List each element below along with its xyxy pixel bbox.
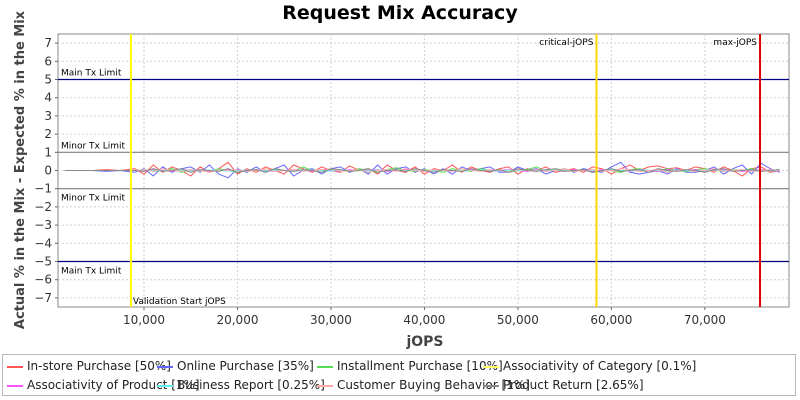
y-tick-label: 7 [44, 36, 52, 50]
x-axis-label: jOPS [405, 334, 443, 350]
legend-label: Product Return [2.65%] [503, 378, 644, 392]
legend-swatch [7, 366, 23, 368]
x-tick-label: 20,000 [216, 313, 258, 327]
axis-layer: 7 6 5 4 3 2 1 0 −1 −2 −3 −4 −5 −6 −7 10,000 20,000 30,000… [34, 36, 726, 327]
y-tick-label: −5 [34, 255, 52, 269]
legend-swatch [483, 385, 499, 387]
y-tick-label: −3 [34, 218, 52, 232]
reference-line-label: Main Tx Limit [61, 267, 122, 277]
y-tick-label: 5 [44, 73, 52, 87]
series-layer [64, 161, 780, 179]
legend-label: Installment Purchase [10%] [337, 359, 503, 373]
reference-line-label: Minor Tx Limit [61, 141, 126, 151]
vertical-marker-label: critical-jOPS [539, 38, 593, 48]
legend-label: In-store Purchase [50%] [27, 359, 171, 373]
legend-label: Customer Buying Behavior [1%] [337, 378, 530, 392]
y-tick-label: −7 [34, 291, 52, 305]
legend-label: Associativity of Category [0.1%] [503, 359, 697, 373]
legend-row: Associativity of Product [1%] Business Re… [3, 376, 795, 394]
x-tick-label: 50,000 [497, 313, 539, 327]
y-tick-label: 0 [44, 164, 52, 178]
y-tick-label: 2 [44, 127, 52, 141]
x-tick-label: 60,000 [590, 313, 632, 327]
x-tick-label: 30,000 [310, 313, 352, 327]
y-tick-label: −2 [34, 200, 52, 214]
legend-label: Online Purchase [35%] [177, 359, 314, 373]
y-tick-label: 6 [44, 54, 52, 68]
y-tick-label: −1 [34, 182, 52, 196]
legend-swatch [157, 366, 173, 368]
y-tick-label: −6 [34, 273, 52, 287]
chart-legend: In-store Purchase [50%] Online Purchase [… [2, 354, 796, 396]
reference-line-label: Main Tx Limit [61, 69, 122, 79]
chart-title: Request Mix Accuracy [282, 2, 518, 24]
y-tick-label: 1 [44, 145, 52, 159]
x-tick-label: 40,000 [403, 313, 445, 327]
chart-svg: Main Tx Limit Minor Tx Limit Minor Tx Limi… [13, 10, 790, 350]
vertical-marker-label: Validation Start jOPS [133, 297, 226, 307]
x-tick-label: 10,000 [123, 313, 165, 327]
series-line [64, 168, 780, 173]
legend-swatch [317, 366, 333, 368]
legend-swatch [483, 366, 499, 368]
series-line [64, 161, 780, 177]
legend-swatch [157, 385, 173, 387]
legend-swatch [317, 385, 333, 387]
y-tick-label: 4 [44, 91, 52, 105]
reference-line-label: Minor Tx Limit [61, 194, 126, 204]
legend-label: Business Report [0.25%] [177, 378, 325, 392]
x-tick-label: 70,000 [684, 313, 726, 327]
vertical-markers-layer: Validation Start jOPS critical-jOPS max-jO… [129, 34, 762, 307]
legend-swatch [7, 385, 23, 387]
y-tick-label: −4 [34, 236, 52, 250]
legend-label: Associativity of Product [1%] [27, 378, 200, 392]
y-axis-label: Actual % in the Mix - Expected % in the … [13, 10, 28, 329]
series-line [64, 168, 780, 173]
y-tick-label: 3 [44, 109, 52, 123]
legend-row: In-store Purchase [50%] Online Purchase [… [3, 357, 795, 375]
reference-lines-layer: Main Tx Limit Minor Tx Limit Minor Tx Limi… [58, 69, 789, 277]
vertical-marker-label: max-jOPS [713, 38, 757, 48]
